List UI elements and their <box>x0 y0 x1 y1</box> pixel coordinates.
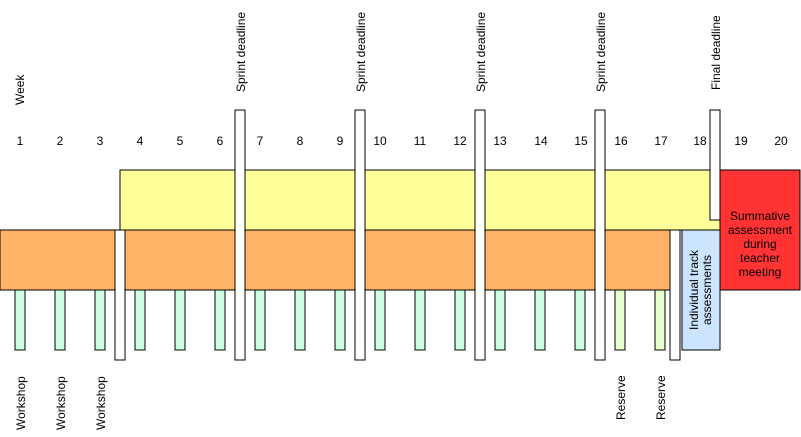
week-number: 8 <box>297 134 304 148</box>
activity-bar <box>574 289 586 351</box>
week-number: 18 <box>693 134 707 148</box>
summative-line-4: teacher <box>740 251 780 265</box>
week-number: 20 <box>774 134 788 148</box>
week-number: 2 <box>57 134 64 148</box>
orange-segment-3 <box>244 229 356 291</box>
week-number: 9 <box>337 134 344 148</box>
yellow-band <box>119 169 721 231</box>
activity-bar <box>454 289 466 351</box>
workshop-bar <box>14 289 26 351</box>
week-number: 5 <box>177 134 184 148</box>
week-number: 13 <box>493 134 507 148</box>
week-number: 6 <box>217 134 224 148</box>
week-number: 10 <box>373 134 387 148</box>
summative-line-1: Summative <box>730 209 790 223</box>
week-number: 14 <box>534 134 548 148</box>
sprint-deadline-label-1: Sprint deadline <box>234 12 248 92</box>
week-number: 4 <box>137 134 144 148</box>
sprint-deadline-label-4: Sprint deadline <box>594 12 608 92</box>
workshop-label: Workshop <box>14 376 28 430</box>
activity-bar <box>414 289 426 351</box>
sprint-deadline-bar-3 <box>474 109 486 361</box>
individual-track-line-2: assessments <box>700 255 714 325</box>
orange-segment-5 <box>484 229 596 291</box>
week-number: 12 <box>453 134 467 148</box>
workshop-label: Workshop <box>54 376 68 430</box>
activity-bar <box>374 289 386 351</box>
sprint-deadline-bar-1 <box>234 109 246 361</box>
reserve-bar <box>614 289 626 351</box>
orange-segment-2 <box>124 229 236 291</box>
reserve-label: Reserve <box>614 375 628 420</box>
week-number: 17 <box>654 134 668 148</box>
activity-bar <box>134 289 146 351</box>
week-number: 15 <box>574 134 588 148</box>
final-deadline-bar <box>709 109 721 221</box>
week-number: 11 <box>414 134 427 148</box>
workshop-bar <box>54 289 66 351</box>
week-label: Week <box>13 74 27 105</box>
week-number: 7 <box>257 134 264 148</box>
separator-bar-2 <box>669 229 681 361</box>
activity-bar <box>294 289 306 351</box>
week-number: 16 <box>614 134 628 148</box>
separator-bar-1 <box>114 229 126 361</box>
summative-line-2: assessment <box>728 223 793 237</box>
week-number: 19 <box>734 134 748 148</box>
activity-bar <box>214 289 226 351</box>
orange-segment-6 <box>604 229 671 291</box>
reserve-label: Reserve <box>654 375 668 420</box>
week-number: 1 <box>17 134 24 148</box>
reserve-bar <box>654 289 666 351</box>
summative-line-5: meeting <box>739 265 782 279</box>
sprint-deadline-bar-2 <box>354 109 366 361</box>
activity-bar <box>534 289 546 351</box>
individual-track-box <box>681 229 721 351</box>
activity-bar <box>254 289 266 351</box>
orange-segment-4 <box>364 229 476 291</box>
week-number: 3 <box>97 134 104 148</box>
activity-bar <box>494 289 506 351</box>
sprint-deadline-label-3: Sprint deadline <box>474 12 488 92</box>
sprint-deadline-bar-4 <box>594 109 606 361</box>
workshop-bar <box>94 289 106 351</box>
individual-track-line-1: Individual track <box>687 249 701 330</box>
orange-segment-1 <box>0 229 116 291</box>
workshop-label: Workshop <box>94 376 108 430</box>
final-deadline-label: Final deadline <box>709 15 723 90</box>
summative-line-3: during <box>743 237 776 251</box>
activity-bar <box>334 289 346 351</box>
activity-bar <box>174 289 186 351</box>
sprint-deadline-label-2: Sprint deadline <box>354 12 368 92</box>
summative-box <box>719 169 801 291</box>
